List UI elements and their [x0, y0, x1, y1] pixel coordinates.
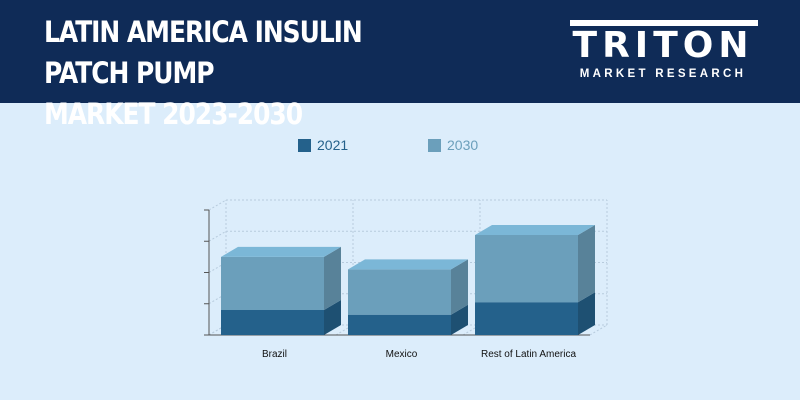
- floor-gridline: [589, 324, 608, 336]
- bar-2021-mexico: [348, 314, 451, 335]
- legend-label-2030: 2030: [447, 137, 479, 153]
- gridline-side: [208, 199, 227, 211]
- legend-item-2021: 2021: [298, 136, 348, 154]
- x-tick-label-brazil: Brazil: [262, 349, 287, 360]
- bar-side-2021-mexico: [451, 304, 468, 335]
- bar-side-2030-rest-of-latin-america: [578, 225, 595, 303]
- bar-side-2021-brazil: [324, 300, 341, 335]
- bar-top-rest-of-latin-america: [475, 225, 595, 235]
- title-line-2: MARKET 2023-2030: [44, 97, 303, 131]
- bar-2030-brazil: [221, 256, 324, 310]
- gridline-side: [208, 230, 227, 242]
- legend-label-2021: 2021: [317, 137, 349, 153]
- legend-item-2030: 2030: [428, 136, 478, 154]
- bar-2021-rest-of-latin-america: [475, 302, 578, 335]
- page-title: LATIN AMERICA INSULIN PATCH PUMP MARKET …: [44, 12, 448, 135]
- bar-top-mexico: [348, 259, 468, 270]
- x-tick-label-rest-of-latin-america: Rest of Latin America: [481, 349, 576, 360]
- header-banner: LATIN AMERICA INSULIN PATCH PUMP MARKET …: [0, 0, 800, 131]
- x-tick-label-mexico: Mexico: [386, 349, 418, 360]
- bar-2030-rest-of-latin-america: [475, 235, 578, 303]
- title-line-1: LATIN AMERICA INSULIN PATCH PUMP: [44, 15, 363, 90]
- logo-bar: [570, 20, 758, 26]
- legend-swatch-2030: [428, 138, 441, 152]
- triton-logo: TRITON MARKET RESEARCH: [568, 20, 758, 84]
- logo-subtitle: MARKET RESEARCH: [579, 68, 747, 80]
- bar-side-2021-rest-of-latin-america: [578, 292, 595, 335]
- bar-side-2030-mexico: [451, 259, 468, 315]
- bar-2021-brazil: [221, 310, 324, 335]
- chart-legend: 2021 2030: [0, 136, 800, 156]
- logo-word: TRITON: [572, 25, 754, 66]
- bar-top-brazil: [221, 246, 341, 257]
- bar-side-2030-brazil: [324, 246, 341, 310]
- legend-swatch-2021: [298, 138, 311, 152]
- bar-2030-mexico: [348, 269, 451, 315]
